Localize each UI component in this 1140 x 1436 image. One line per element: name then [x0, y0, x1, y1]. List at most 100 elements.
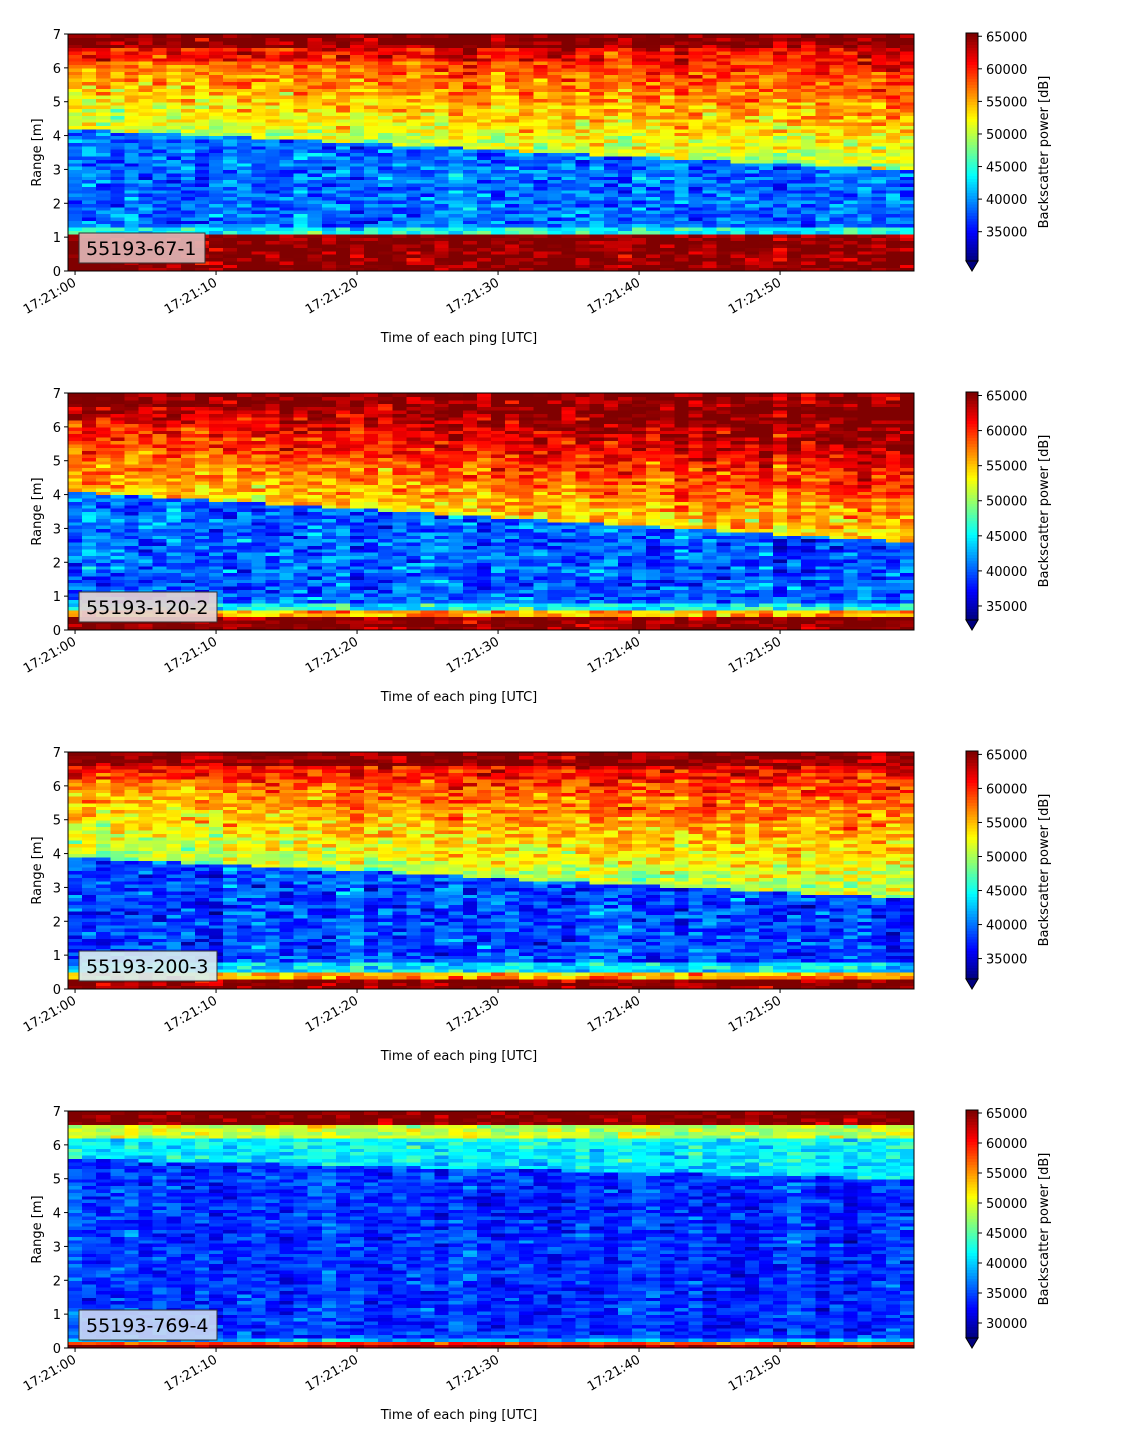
heatmap-cell	[364, 237, 379, 242]
heatmap-cell	[434, 220, 450, 225]
heatmap-cell	[476, 166, 492, 171]
heatmap-cell	[491, 220, 506, 225]
heatmap-cell	[589, 111, 605, 116]
heatmap-cell	[166, 98, 182, 103]
heatmap-cell	[561, 233, 577, 238]
heatmap-cell	[533, 220, 548, 225]
heatmap-cell	[223, 78, 238, 82]
heatmap-cell	[209, 162, 224, 167]
heatmap-cell	[476, 47, 492, 52]
heatmap-cell	[505, 88, 520, 93]
heatmap-cell	[378, 98, 393, 103]
heatmap-cell	[547, 182, 563, 187]
heatmap-cell	[251, 149, 266, 154]
heatmap-cell	[124, 122, 140, 127]
colorbar-extend-min	[965, 260, 979, 272]
heatmap-cell	[519, 155, 534, 160]
heatmap-cell	[491, 152, 506, 157]
heatmap-cell	[251, 230, 266, 235]
heatmap-cell	[209, 210, 224, 215]
heatmap-cell	[491, 108, 506, 113]
heatmap-cell	[279, 223, 295, 228]
heatmap-cell	[124, 67, 140, 72]
heatmap-cell	[209, 37, 224, 42]
heatmap-cell	[335, 94, 351, 99]
heatmap-cell	[420, 213, 436, 218]
heatmap-cell	[82, 216, 97, 221]
heatmap-cell	[321, 115, 337, 120]
heatmap-cell	[420, 196, 436, 201]
heatmap-cell	[335, 243, 351, 248]
heatmap-cell	[519, 47, 534, 52]
heatmap-cell	[392, 67, 407, 72]
heatmap-cell	[406, 84, 422, 89]
heatmap-cell	[406, 186, 422, 191]
heatmap-cell	[476, 105, 492, 110]
heatmap-cell	[68, 74, 83, 79]
heatmap-cell	[293, 37, 309, 42]
heatmap-cell	[223, 193, 238, 198]
heatmap-cell	[335, 247, 351, 252]
heatmap-cell	[575, 193, 591, 198]
heatmap-cell	[448, 155, 464, 160]
heatmap-cell	[378, 196, 393, 201]
heatmap-cell	[293, 64, 309, 69]
heatmap-cell	[392, 138, 407, 143]
heatmap-cell	[293, 98, 309, 103]
heatmap-cell	[547, 172, 563, 177]
heatmap-cell	[406, 267, 422, 272]
heatmap-cell	[166, 230, 182, 235]
heatmap-cell	[406, 57, 422, 62]
heatmap-cell	[575, 247, 591, 252]
heatmap-cell	[251, 159, 266, 164]
heatmap-cell	[448, 260, 464, 265]
heatmap-cell	[589, 105, 605, 110]
heatmap-cell	[392, 40, 407, 45]
heatmap-cell	[82, 203, 97, 208]
heatmap-cell	[138, 54, 154, 59]
heatmap-cell	[350, 145, 365, 150]
heatmap-cell	[462, 105, 478, 110]
heatmap-cell	[420, 223, 436, 228]
heatmap-cell	[406, 257, 422, 262]
heatmap-cell	[237, 226, 252, 231]
heatmap-cell	[279, 132, 295, 137]
heatmap-cell	[448, 115, 464, 120]
heatmap-cell	[378, 88, 393, 93]
heatmap-cell	[180, 172, 196, 177]
heatmap-cell	[124, 135, 140, 140]
heatmap-cell	[237, 166, 252, 171]
heatmap-cell	[265, 74, 281, 79]
heatmap-cell	[293, 176, 309, 181]
heatmap-cell	[448, 122, 464, 127]
heatmap-cell	[68, 91, 83, 96]
heatmap-cell	[124, 57, 140, 62]
heatmap-cell	[152, 115, 168, 120]
heatmap-cell	[293, 250, 309, 255]
heatmap-cell	[434, 159, 450, 164]
heatmap-cell	[279, 264, 295, 269]
y-tick-label: 4	[53, 130, 61, 145]
heatmap-cell	[279, 44, 295, 49]
heatmap-cell	[223, 220, 238, 225]
heatmap-cell	[180, 101, 196, 106]
heatmap-cell	[321, 267, 337, 272]
heatmap-cell	[505, 101, 520, 106]
heatmap-cell	[138, 108, 154, 113]
heatmap-cell	[124, 162, 140, 167]
heatmap-cell	[350, 240, 365, 245]
heatmap-cell	[96, 105, 111, 110]
heatmap-cell	[434, 122, 450, 127]
heatmap-cell	[491, 78, 506, 82]
heatmap-cell	[237, 240, 252, 245]
heatmap-cell	[505, 94, 520, 99]
heatmap-cell	[68, 267, 83, 272]
heatmap-cell	[434, 125, 450, 130]
heatmap-cell	[434, 54, 450, 59]
heatmap-cell	[68, 223, 83, 228]
heatmap-cell	[209, 145, 224, 150]
heatmap-cell	[589, 115, 605, 120]
heatmap-cell	[124, 210, 140, 215]
heatmap-cell	[209, 264, 224, 269]
heatmap-cell	[462, 210, 478, 215]
